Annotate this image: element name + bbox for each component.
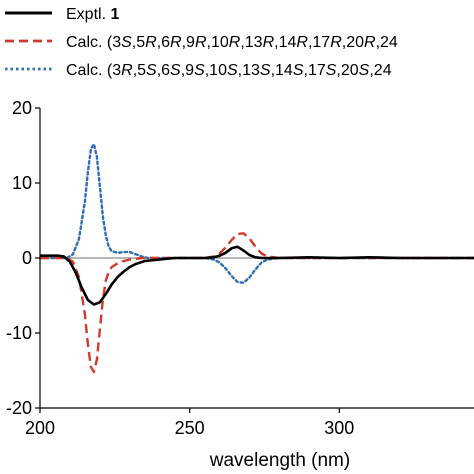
legend-label-2: Calc. (3S,5R,6R,9R,10R,13R,14R,17R,20R,2… xyxy=(66,34,398,51)
legend-label-part: S xyxy=(121,34,132,51)
legend-label-part: S xyxy=(326,62,337,79)
legend-label-part: R xyxy=(229,34,241,51)
legend-label-part: Calc. (3 xyxy=(66,62,121,79)
legend-label-part: S xyxy=(260,62,271,79)
legend-label-part: ,24 xyxy=(369,62,391,79)
legend-label-part: ,10 xyxy=(207,34,229,51)
legend-label-part: ,24 xyxy=(376,34,398,51)
legend-label-part: ,17 xyxy=(308,34,330,51)
legend-label-part: ,13 xyxy=(240,34,262,51)
legend-label-part: R xyxy=(145,34,157,51)
legend-label-part: ,5 xyxy=(133,62,146,79)
x-tick-label: 200 xyxy=(25,418,55,438)
legend-label-part: S xyxy=(146,62,157,79)
legend-label-part: ,20 xyxy=(342,34,364,51)
legend-label-part: ,9 xyxy=(182,34,195,51)
legend-label-part: R xyxy=(170,34,182,51)
y-tick-label: 20 xyxy=(12,98,32,118)
legend-label-part: ,13 xyxy=(238,62,260,79)
y-tick-label: 0 xyxy=(22,248,32,268)
legend-label-part: R xyxy=(296,34,308,51)
legend-label-part: 1 xyxy=(110,6,119,23)
legend-label-part: S xyxy=(170,62,181,79)
plot-area xyxy=(38,142,474,374)
legend-label-part: Exptl. xyxy=(66,6,110,23)
x-tick-label: 250 xyxy=(175,418,205,438)
legend-label-part: R xyxy=(121,62,133,79)
legend-label-part: S xyxy=(359,62,370,79)
legend-label-part: S xyxy=(227,62,238,79)
y-tick-label: -10 xyxy=(6,323,32,343)
legend-label-part: Calc. (3 xyxy=(66,34,121,51)
legend-label-part: ,9 xyxy=(181,62,194,79)
legend-label-part: ,6 xyxy=(157,62,170,79)
series-line-1 xyxy=(40,245,474,306)
legend-label-part: ,17 xyxy=(304,62,326,79)
legend-label-part: ,6 xyxy=(157,34,170,51)
y-tick-label: -20 xyxy=(6,398,32,418)
legend-label-part: R xyxy=(195,34,207,51)
legend-label-1: Exptl. 1 xyxy=(66,6,119,23)
legend-label-part: R xyxy=(263,34,275,51)
legend-label-part: ,10 xyxy=(205,62,227,79)
series-line-2 xyxy=(40,232,474,374)
legend-label-part: R xyxy=(364,34,376,51)
series-line-3 xyxy=(38,142,474,284)
y-tick-label: 10 xyxy=(12,173,32,193)
legend-label-3: Calc. (3R,5S,6S,9S,10S,13S,14S,17S,20S,2… xyxy=(66,62,392,79)
x-tick-label: 300 xyxy=(324,418,354,438)
legend-label-part: ,5 xyxy=(132,34,145,51)
legend-label-part: ,14 xyxy=(271,62,293,79)
legend-label-part: S xyxy=(194,62,205,79)
legend-label-part: ,20 xyxy=(336,62,358,79)
legend-label-part: ,14 xyxy=(274,34,296,51)
legend-label-part: S xyxy=(293,62,304,79)
legend-label-part: R xyxy=(330,34,342,51)
x-axis-title: wavelength (nm) xyxy=(209,450,350,471)
